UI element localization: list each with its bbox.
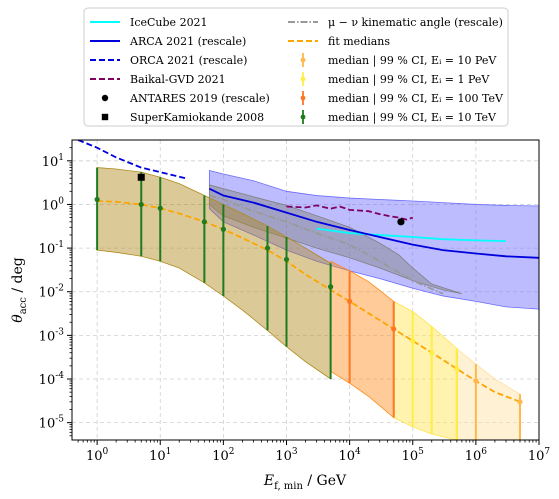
- legend-entry-right-3: median | 99 % CI, Eᵢ = 1 PeV: [300, 72, 490, 87]
- legend-label: median | 99 % CI, Eᵢ = 100 TeV: [328, 92, 504, 106]
- x-tick-label: 104: [338, 447, 361, 464]
- errorbars: [94, 167, 523, 440]
- legend-label: ORCA 2021 (rescale): [130, 54, 247, 67]
- legend-label: median | 99 % CI, Eᵢ = 10 PeV: [328, 54, 497, 68]
- y-tick-label: 10-1: [39, 240, 64, 257]
- series-kinematic-angle-rescale: [209, 194, 444, 295]
- band-ci-e-i-10-pev: [456, 347, 521, 440]
- marker-antares-2019-rescale: [397, 218, 405, 226]
- band-kinematic-angle-rescale-band: [208, 184, 462, 295]
- legend-entry-left-1: ARCA 2021 (rescale): [90, 35, 246, 48]
- legend-swatch-dot: [300, 57, 306, 63]
- median-point: [410, 338, 416, 344]
- median-point: [391, 326, 397, 332]
- legend-entry-left-2: ORCA 2021 (rescale): [90, 54, 247, 67]
- median-point: [517, 399, 523, 405]
- median-point: [473, 378, 479, 384]
- legend-entry-right-1: fit medians: [288, 35, 390, 48]
- markers: [137, 173, 405, 226]
- series-fit-medians: [97, 200, 521, 403]
- legend-label: SuperKamiokande 2008: [130, 111, 264, 124]
- x-axis-label: Ef, min / GeV: [263, 473, 347, 492]
- y-tick-label: 10-5: [39, 415, 65, 432]
- median-point: [454, 366, 460, 372]
- legend-entry-left-3: Baikal-GVD 2021: [90, 73, 226, 86]
- y-tick-label: 10-4: [39, 371, 65, 388]
- legend-entry-right-5: median | 99 % CI, Eᵢ = 10 TeV: [300, 110, 497, 125]
- median-point: [264, 245, 271, 251]
- median-point: [220, 226, 226, 232]
- legend: IceCube 2021 ARCA 2021 (rescale) ORCA 2021…: [83, 7, 509, 127]
- x-tick-label: 102: [212, 447, 234, 464]
- legend-entry-right-2: median | 99 % CI, Eᵢ = 10 PeV: [300, 53, 497, 68]
- legend-entry-right-4: median | 99 % CI, Eᵢ = 100 TeV: [300, 91, 504, 106]
- y-tick-label: 10-3: [39, 327, 65, 344]
- series-orca-2021-rescale: [77, 140, 186, 180]
- band-ci-e-i-100-tev: [330, 260, 395, 419]
- x-tick-label: 101: [149, 447, 171, 464]
- legend-label: median | 99 % CI, Eᵢ = 10 TeV: [328, 111, 497, 125]
- series-icecube-2021: [316, 227, 507, 242]
- series-lines: [77, 140, 539, 403]
- legend-swatch-dot: [300, 95, 306, 101]
- median-point: [201, 219, 207, 225]
- median-point: [138, 201, 144, 208]
- median-point: [157, 205, 163, 211]
- legend-swatch: [101, 113, 109, 121]
- median-point: [283, 256, 290, 263]
- series-arca-2021-rescale: [209, 187, 539, 259]
- y-tick-label: 100: [42, 196, 65, 213]
- legend-entry-left-5: SuperKamiokande 2008: [101, 111, 264, 124]
- legend-label: μ − ν kinematic angle (rescale): [328, 16, 503, 29]
- legend-label: fit medians: [328, 35, 390, 48]
- y-axis-label: θacc / deg: [10, 257, 29, 322]
- x-tick-label: 103: [275, 447, 298, 464]
- y-tick-label: 10-2: [39, 284, 64, 301]
- x-tick-label: 107: [528, 447, 551, 464]
- legend-swatch-dot: [300, 76, 306, 82]
- legend-label: IceCube 2021: [130, 16, 208, 29]
- legend-entry-right-0: μ − ν kinematic angle (rescale): [288, 16, 503, 29]
- legend-swatch-dot: [300, 114, 306, 120]
- legend-label: Baikal-GVD 2021: [130, 73, 226, 86]
- median-point: [347, 298, 353, 305]
- axis-ticks: 100 101 102 103 104 105 106 107 10-5 10-4 10-3 10-2…: [39, 147, 551, 464]
- y-tick-label: 101: [42, 153, 64, 170]
- x-tick-label: 105: [402, 447, 425, 464]
- legend-label: median | 99 % CI, Eᵢ = 1 PeV: [328, 73, 490, 87]
- median-point: [94, 196, 100, 203]
- median-point: [328, 284, 334, 290]
- x-tick-label: 106: [465, 447, 488, 464]
- legend-box: [83, 7, 509, 127]
- legend-label: ANTARES 2019 (rescale): [129, 92, 270, 105]
- series-baikal-gvd-2021: [286, 204, 413, 221]
- legend-swatch: [101, 94, 109, 102]
- ci-bands: [96, 167, 539, 440]
- marker-superkamiokande-2008: [137, 173, 145, 181]
- legend-label: ARCA 2021 (rescale): [129, 35, 246, 48]
- median-point: [429, 350, 435, 356]
- x-tick-label: 100: [86, 447, 109, 464]
- legend-entry-left-4: ANTARES 2019 (rescale): [101, 92, 270, 105]
- band-ci-e-i-1-pev: [393, 300, 458, 440]
- legend-entry-left-0: IceCube 2021: [90, 16, 208, 29]
